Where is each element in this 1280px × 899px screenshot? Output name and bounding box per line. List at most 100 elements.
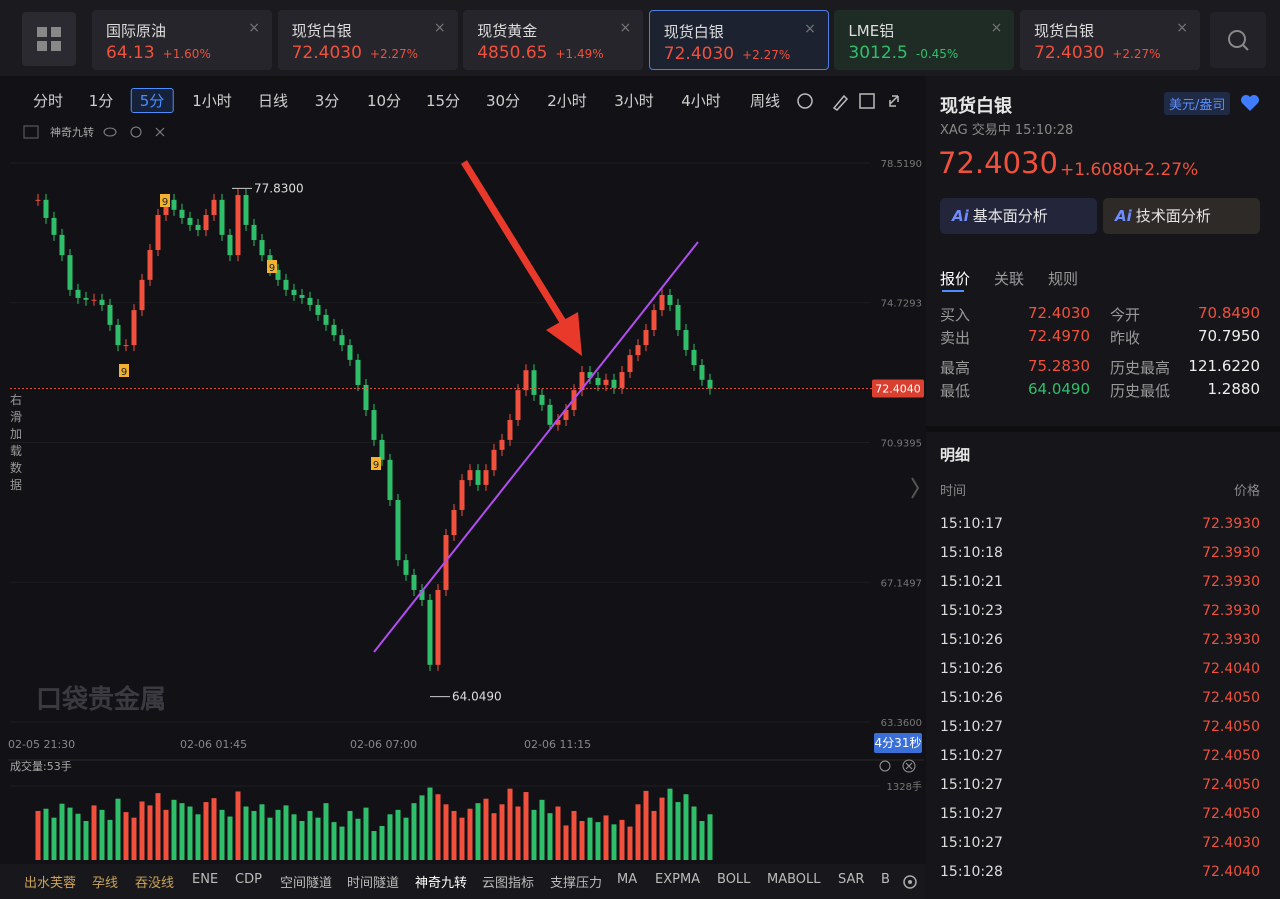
- volume-bar: [219, 809, 225, 860]
- period-button[interactable]: 3小时: [614, 92, 654, 110]
- fundamental-button[interactable]: Ai 基本面分析: [940, 198, 1097, 234]
- detail-header: 时间: [940, 484, 967, 499]
- volume-icons[interactable]: [879, 759, 916, 773]
- tab-name: 现货白银: [1034, 22, 1095, 40]
- period-button[interactable]: 10分: [366, 92, 402, 110]
- indicator-button[interactable]: MABOLL: [767, 872, 821, 887]
- indicator-button[interactable]: MA: [617, 872, 638, 887]
- period-button[interactable]: 日线: [257, 92, 289, 110]
- search-button[interactable]: [1210, 12, 1266, 68]
- volume-bar: [515, 806, 521, 860]
- period-button[interactable]: 分时: [32, 92, 64, 110]
- td-badge-bg: [119, 364, 129, 377]
- quote-cell: 72.4030: [1027, 304, 1090, 322]
- period-button[interactable]: 3分: [314, 92, 340, 110]
- indicator-button[interactable]: EXPMA: [655, 872, 701, 887]
- period-button[interactable]: 30分: [485, 92, 521, 110]
- expand-arrow[interactable]: [911, 477, 920, 499]
- close-icon[interactable]: ×: [1176, 20, 1188, 36]
- tab-price: 3012.5: [848, 43, 908, 63]
- volume-bar: [595, 822, 601, 860]
- collapse-icon[interactable]: [23, 125, 39, 139]
- indicator-button[interactable]: B: [881, 872, 890, 887]
- candle: [347, 345, 353, 360]
- indicator-button[interactable]: 出水芙蓉: [24, 876, 77, 891]
- indicator-button[interactable]: BOLL: [717, 872, 751, 887]
- volume-bar: [155, 793, 161, 860]
- indicator-button[interactable]: 时间隧道: [347, 876, 400, 891]
- market-tab[interactable]: LME铝 3012.5 -0.45% ×: [834, 10, 1015, 70]
- period-button[interactable]: 4小时: [681, 92, 721, 110]
- tab-price-row: 3012.5 -0.45%: [848, 43, 958, 63]
- quote-tab[interactable]: 关联: [994, 270, 1025, 288]
- detail-title: 明细: [940, 446, 971, 464]
- close-icon[interactable]: ×: [619, 20, 632, 36]
- y-tick-label: 78.5190: [881, 159, 922, 170]
- market-tab[interactable]: 现货白银 72.4030 +2.27% ×: [648, 10, 829, 70]
- volume-bar: [603, 815, 609, 860]
- detail-time: 15:10:27: [940, 719, 1003, 735]
- close-icon[interactable]: ×: [990, 20, 1003, 36]
- quote-tab[interactable]: 报价: [940, 270, 971, 288]
- market-tab[interactable]: 现货白银 72.4030 +2.27% ×: [1020, 10, 1200, 70]
- market-tab[interactable]: 国际原油 64.13 +1.60% ×: [92, 10, 272, 70]
- tool-icons[interactable]: [794, 90, 914, 112]
- indicator-button[interactable]: CDP: [235, 872, 262, 887]
- market-tab[interactable]: 现货白银 72.4030 +2.27% ×: [277, 10, 458, 70]
- period-button[interactable]: 5分: [130, 88, 174, 113]
- period-button[interactable]: 周线: [749, 92, 781, 110]
- indicator-button[interactable]: 云图指标: [482, 876, 535, 891]
- candle: [419, 589, 425, 600]
- indicator-icons[interactable]: [103, 126, 165, 138]
- volume-bar: [379, 826, 385, 860]
- candle: [451, 509, 457, 536]
- tab-name: LME铝: [848, 22, 895, 40]
- candle: [707, 379, 713, 389]
- button-label: 技术面分析: [1135, 207, 1211, 225]
- period-button[interactable]: 1分: [88, 92, 114, 110]
- indicator-button[interactable]: 吞没线: [135, 876, 175, 891]
- indicator-button[interactable]: 神奇九转: [415, 876, 468, 891]
- volume-title: 成交量:53手: [10, 759, 72, 773]
- indicator-button[interactable]: 支撑压力: [550, 876, 603, 891]
- tab-change: +2.27%: [369, 47, 419, 61]
- period-button[interactable]: 1小时: [192, 92, 232, 110]
- indicator-button[interactable]: SAR: [838, 872, 865, 887]
- candle: [75, 289, 81, 298]
- close-icon[interactable]: ×: [433, 20, 446, 36]
- technical-button[interactable]: Ai 技术面分析: [1103, 198, 1260, 234]
- unit-badge[interactable]: 美元/盎司: [1164, 92, 1231, 115]
- period-button[interactable]: 2小时: [547, 92, 587, 110]
- volume-bar: [123, 812, 129, 860]
- tab-name: 国际原油: [106, 22, 167, 40]
- volume-bar: [179, 803, 185, 860]
- candle: [131, 310, 137, 346]
- settings-icon[interactable]: [900, 872, 920, 892]
- candle: [91, 299, 97, 301]
- volume-bar: [251, 810, 257, 860]
- candle: [531, 370, 537, 395]
- candle: [467, 470, 473, 481]
- trend-line: [373, 241, 699, 653]
- period-button[interactable]: 15分: [425, 92, 461, 110]
- volume-bar: [243, 806, 249, 860]
- volume-bar: [411, 803, 417, 860]
- quote-price: 72.4030: [938, 146, 1058, 180]
- market-tab[interactable]: 现货黄金 4850.65 +1.49% ×: [463, 10, 644, 70]
- close-icon[interactable]: ×: [804, 21, 816, 37]
- divider: [926, 426, 1280, 432]
- last-price-label: 72.4040: [875, 382, 921, 395]
- menu-button[interactable]: [22, 12, 76, 66]
- quote-tab[interactable]: 规则: [1048, 270, 1079, 288]
- candle: [59, 234, 65, 256]
- volume-bar: [67, 807, 73, 860]
- volume-bar: [499, 804, 505, 860]
- indicator-button[interactable]: 空间隧道: [280, 876, 333, 891]
- indicator-button[interactable]: ENE: [192, 872, 219, 887]
- close-icon[interactable]: ×: [248, 20, 260, 36]
- volume-bar: [147, 805, 153, 860]
- volume-bar: [347, 810, 353, 860]
- tab-price: 72.4030: [291, 43, 362, 63]
- favorite-icon[interactable]: [1240, 94, 1260, 112]
- indicator-button[interactable]: 孕线: [92, 876, 119, 891]
